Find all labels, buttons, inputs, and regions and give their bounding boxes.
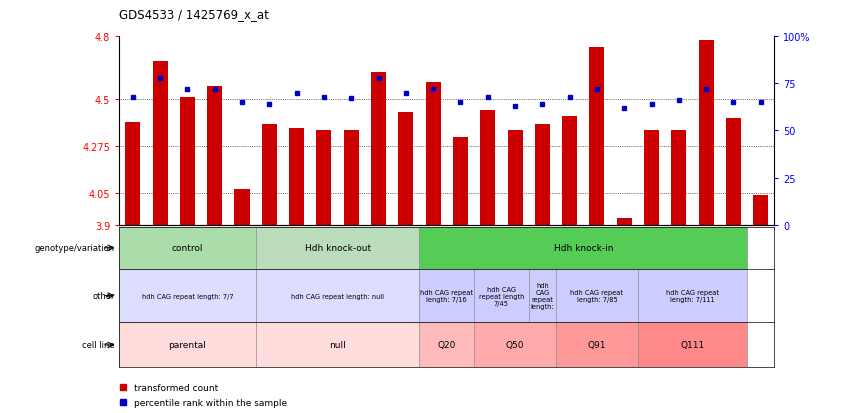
Text: parental: parental — [168, 341, 206, 349]
Bar — [480, 110, 495, 225]
Bar — [420, 269, 474, 323]
Text: GDS4533 / 1425769_x_at: GDS4533 / 1425769_x_at — [119, 8, 269, 21]
Text: transformed count: transformed count — [134, 383, 219, 392]
Bar — [426, 83, 441, 225]
Bar — [644, 131, 659, 225]
Bar — [119, 323, 255, 368]
Bar — [534, 125, 550, 225]
Bar — [556, 323, 638, 368]
Bar — [235, 190, 249, 225]
Bar — [152, 62, 168, 225]
Bar — [453, 138, 468, 225]
Bar — [726, 119, 741, 225]
Text: hdh CAG repeat
length: 7/16: hdh CAG repeat length: 7/16 — [420, 290, 473, 302]
Bar — [255, 227, 420, 269]
Text: Q50: Q50 — [505, 341, 524, 349]
Text: hdh CAG repeat length: 7/7: hdh CAG repeat length: 7/7 — [141, 293, 233, 299]
Text: hdh CAG repeat
length: 7/111: hdh CAG repeat length: 7/111 — [666, 290, 719, 302]
Bar — [420, 227, 747, 269]
Bar — [617, 219, 631, 225]
Bar — [125, 123, 140, 225]
Bar — [563, 116, 577, 225]
Bar — [289, 129, 304, 225]
Text: hdh CAG
repeat length
7/45: hdh CAG repeat length 7/45 — [479, 286, 524, 306]
Text: hdh CAG repeat length: null: hdh CAG repeat length: null — [291, 293, 384, 299]
Bar — [207, 87, 222, 225]
Text: Q20: Q20 — [437, 341, 456, 349]
Text: other: other — [93, 292, 115, 300]
Bar — [671, 131, 687, 225]
Bar — [255, 269, 420, 323]
Text: control: control — [172, 244, 203, 253]
Bar — [590, 47, 604, 225]
Bar — [420, 323, 474, 368]
Bar — [474, 269, 528, 323]
Bar — [398, 112, 414, 225]
Bar — [638, 269, 747, 323]
Bar — [180, 98, 195, 225]
Bar — [753, 196, 768, 225]
Text: Q111: Q111 — [681, 341, 705, 349]
Text: hdh CAG repeat
length: 7/85: hdh CAG repeat length: 7/85 — [570, 290, 624, 302]
Text: hdh
CAG
repeat
length:: hdh CAG repeat length: — [530, 282, 554, 309]
Bar — [699, 41, 714, 225]
Text: Hdh knock-out: Hdh knock-out — [305, 244, 371, 253]
Bar — [556, 269, 638, 323]
Bar — [474, 323, 556, 368]
Bar — [638, 323, 747, 368]
Bar — [317, 131, 331, 225]
Bar — [119, 227, 255, 269]
Bar — [119, 269, 255, 323]
Bar — [262, 125, 277, 225]
Bar — [255, 323, 420, 368]
Text: Q91: Q91 — [588, 341, 606, 349]
Text: Hdh knock-in: Hdh knock-in — [553, 244, 613, 253]
Text: cell line: cell line — [83, 341, 115, 349]
Text: genotype/variation: genotype/variation — [35, 244, 115, 253]
Bar — [371, 73, 386, 225]
Bar — [344, 131, 359, 225]
Text: null: null — [329, 341, 346, 349]
Bar — [507, 131, 523, 225]
Text: percentile rank within the sample: percentile rank within the sample — [134, 398, 288, 407]
Bar — [528, 269, 556, 323]
